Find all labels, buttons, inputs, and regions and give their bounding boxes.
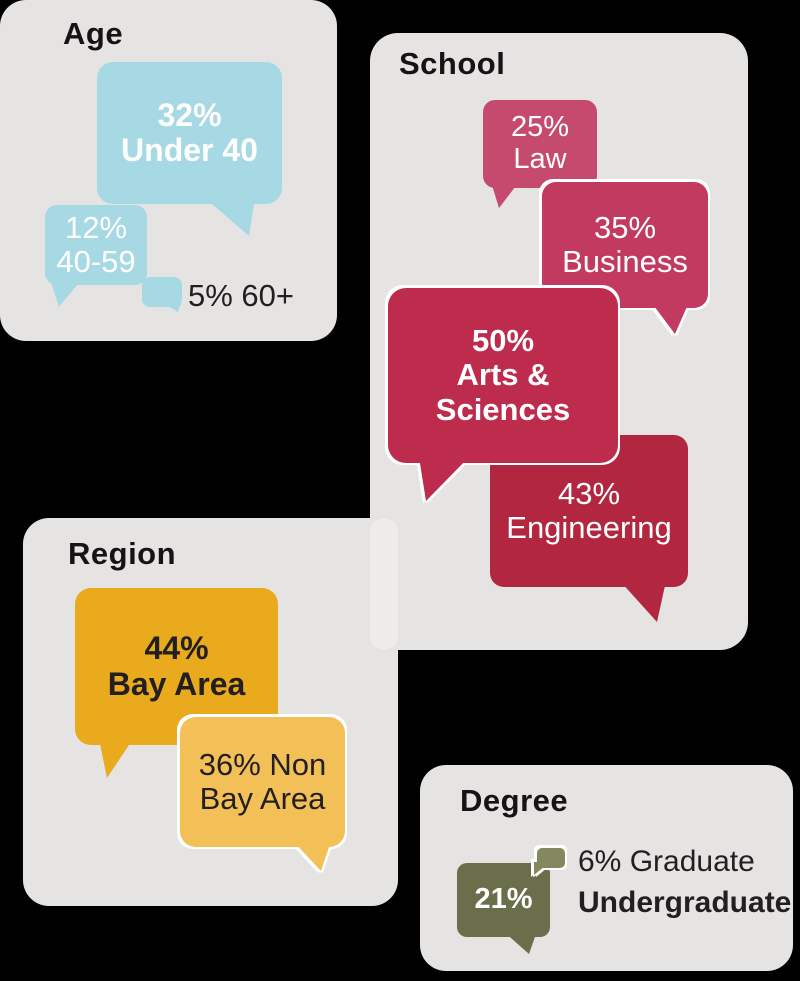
degree-graduate-label: 6% Graduate — [578, 845, 755, 878]
panel-overlap-patch — [370, 518, 398, 650]
age-panel — [0, 0, 337, 341]
age-title: Age — [63, 16, 124, 51]
school-title: School — [399, 46, 506, 81]
region-panel — [23, 518, 398, 906]
degree-undergraduate-label: Undergraduate — [578, 886, 792, 919]
school-panel — [370, 33, 748, 650]
region-title: Region — [68, 536, 177, 571]
degree-title: Degree — [460, 783, 569, 818]
